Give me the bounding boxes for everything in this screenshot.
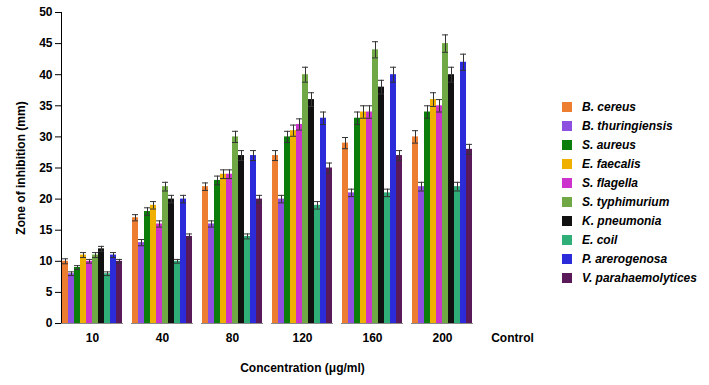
html-text:E. coil: E. coil bbox=[582, 233, 618, 247]
svg-text:Concentration (μg/ml): Concentration (μg/ml) bbox=[240, 361, 365, 375]
svg-text:25: 25 bbox=[39, 161, 53, 175]
svg-text:10: 10 bbox=[86, 331, 100, 345]
html-text:S. aureus: S. aureus bbox=[582, 138, 636, 152]
svg-text:10: 10 bbox=[39, 254, 53, 268]
svg-text:160: 160 bbox=[362, 331, 382, 345]
svg-text:Zone of inhibition (mm): Zone of inhibition (mm) bbox=[14, 101, 28, 234]
svg-text:5: 5 bbox=[46, 285, 53, 299]
svg-text:0: 0 bbox=[46, 316, 53, 330]
html-text:S. flagella: S. flagella bbox=[582, 176, 638, 190]
svg-text:40: 40 bbox=[39, 68, 53, 82]
svg-text:Control: Control bbox=[491, 331, 534, 345]
svg-text:120: 120 bbox=[292, 331, 312, 345]
svg-text:80: 80 bbox=[226, 331, 240, 345]
html-text:S. typhimurium: S. typhimurium bbox=[582, 195, 670, 209]
svg-text:50: 50 bbox=[39, 5, 53, 19]
svg-text:35: 35 bbox=[39, 99, 53, 113]
html-text:P. arerogenosa: P. arerogenosa bbox=[582, 252, 668, 266]
html-text:K. pneumonia: K. pneumonia bbox=[582, 214, 662, 228]
svg-text:45: 45 bbox=[39, 36, 53, 50]
svg-text:15: 15 bbox=[39, 223, 53, 237]
svg-text:40: 40 bbox=[156, 331, 170, 345]
html-text:B. thuringiensis: B. thuringiensis bbox=[582, 119, 673, 133]
svg-text:20: 20 bbox=[39, 192, 53, 206]
svg-text:200: 200 bbox=[432, 331, 452, 345]
svg-text:30: 30 bbox=[39, 130, 53, 144]
html-text:B. cereus: B. cereus bbox=[582, 100, 636, 114]
html-text:V. parahaemolytices: V. parahaemolytices bbox=[582, 271, 697, 285]
html-text:E. faecalis: E. faecalis bbox=[582, 157, 641, 171]
